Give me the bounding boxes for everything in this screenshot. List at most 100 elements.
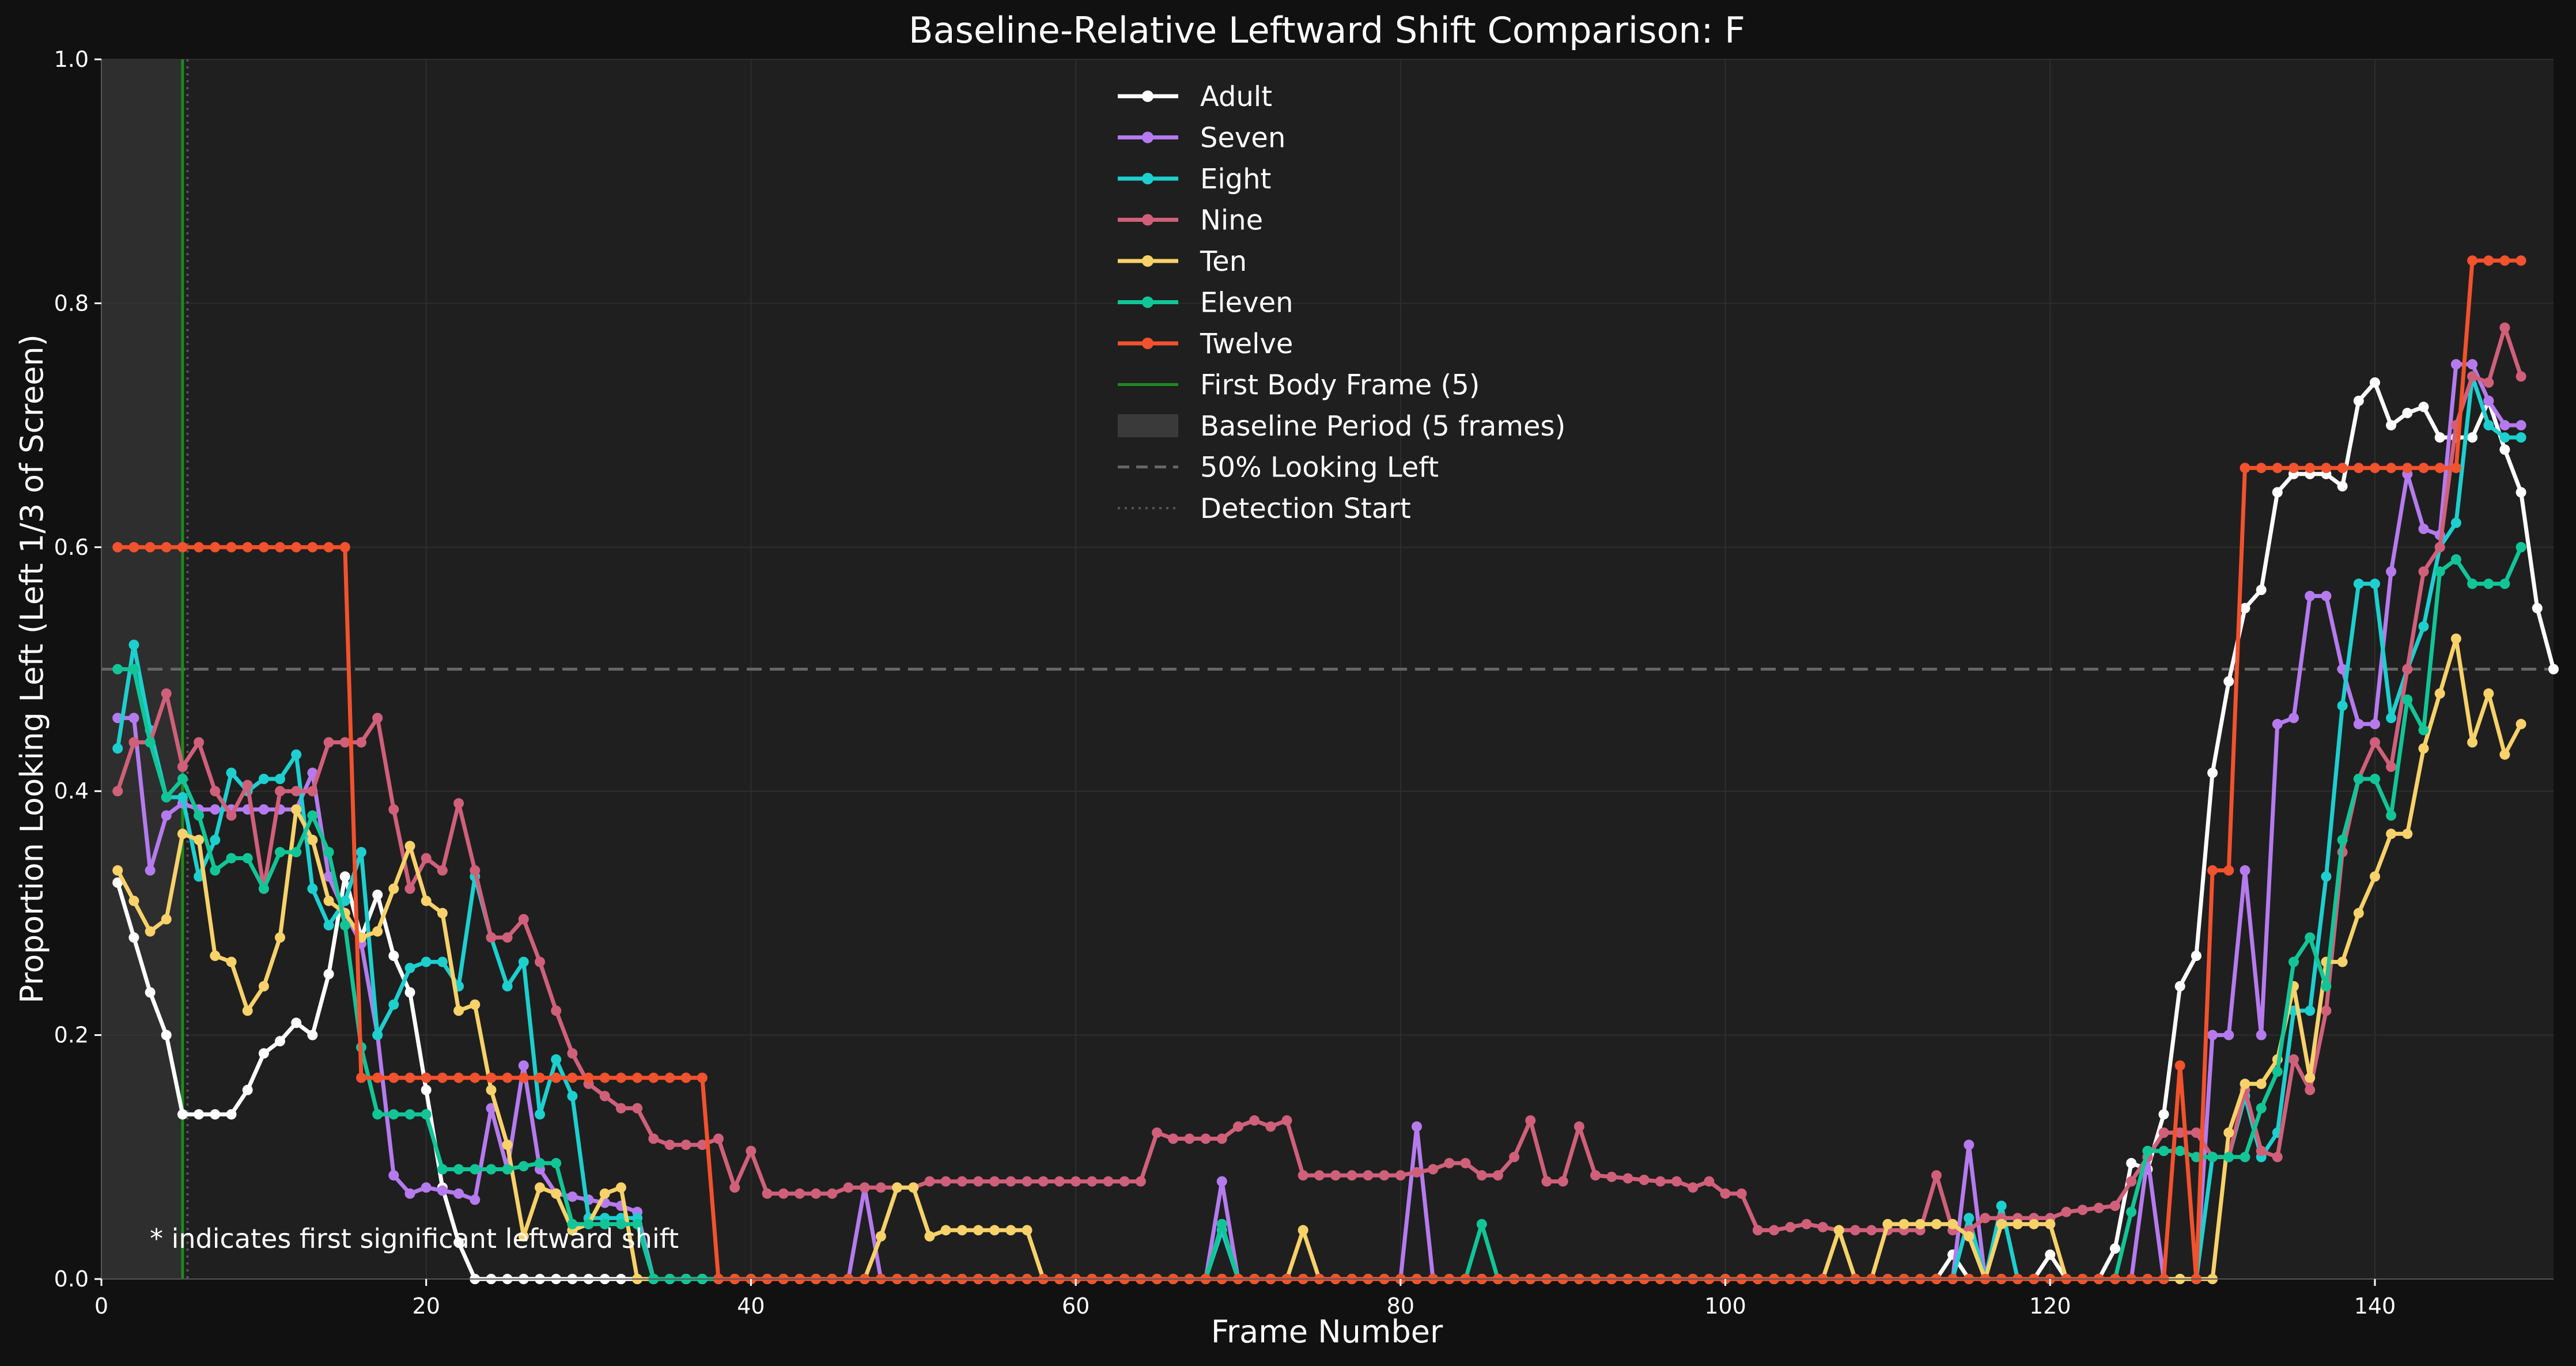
data-point-eleven-136 bbox=[2321, 981, 2332, 992]
x-tick-label-7: 140 bbox=[2354, 1293, 2396, 1319]
data-point-adult-7 bbox=[226, 1109, 237, 1120]
data-point-ten-113 bbox=[1947, 1219, 1958, 1229]
data-point-ten-5 bbox=[194, 834, 205, 845]
data-point-nine-15 bbox=[356, 737, 366, 748]
legend-marker bbox=[1142, 255, 1153, 267]
data-point-seven-17 bbox=[388, 1170, 399, 1181]
data-point-eleven-144 bbox=[2450, 554, 2461, 565]
legend-label: Seven bbox=[1200, 122, 1285, 154]
data-point-nine-1 bbox=[128, 737, 139, 748]
data-point-nine-90 bbox=[1573, 1121, 1584, 1132]
data-point-nine-13 bbox=[323, 737, 334, 748]
y-tick-label-4: 0.8 bbox=[54, 290, 89, 316]
data-point-eleven-11 bbox=[291, 847, 302, 858]
data-point-adult-128 bbox=[2191, 951, 2201, 961]
data-point-nine-105 bbox=[1817, 1222, 1828, 1232]
data-point-nine-52 bbox=[956, 1176, 967, 1187]
data-point-ten-52 bbox=[956, 1225, 967, 1236]
data-point-adult-130 bbox=[2223, 676, 2234, 687]
data-point-seven-2 bbox=[145, 865, 156, 876]
data-point-ten-139 bbox=[2370, 871, 2380, 882]
data-point-nine-81 bbox=[1428, 1164, 1439, 1175]
data-point-ten-55 bbox=[1005, 1225, 1016, 1236]
data-point-eleven-2 bbox=[145, 737, 156, 748]
data-point-eight-17 bbox=[388, 999, 399, 1010]
data-point-nine-79 bbox=[1395, 1170, 1406, 1181]
data-point-eleven-0 bbox=[112, 664, 123, 675]
data-point-nine-14 bbox=[339, 737, 350, 748]
data-point-nine-124 bbox=[2126, 1176, 2137, 1187]
data-point-nine-89 bbox=[1557, 1176, 1568, 1187]
data-point-nine-11 bbox=[291, 786, 302, 797]
legend-entry-eleven: Eleven bbox=[1118, 287, 1293, 319]
data-point-nine-74 bbox=[1314, 1170, 1325, 1181]
data-point-ten-148 bbox=[2516, 718, 2526, 729]
data-point-adult-129 bbox=[2207, 767, 2218, 778]
y-tick-label-2: 0.4 bbox=[54, 778, 89, 804]
data-point-nine-68 bbox=[1216, 1133, 1227, 1144]
legend-entry-twelve: Twelve bbox=[1118, 328, 1293, 360]
data-point-ten-1 bbox=[128, 895, 139, 906]
data-point-eight-15 bbox=[356, 847, 366, 858]
data-point-nine-147 bbox=[2499, 322, 2510, 333]
data-point-ten-2 bbox=[145, 926, 156, 937]
data-point-ten-26 bbox=[535, 1182, 545, 1193]
data-point-ten-6 bbox=[210, 951, 221, 961]
data-point-eight-18 bbox=[404, 963, 415, 974]
data-point-adult-127 bbox=[2174, 981, 2185, 992]
data-point-seven-20 bbox=[437, 1185, 448, 1196]
data-point-nine-97 bbox=[1688, 1182, 1699, 1193]
data-point-ten-56 bbox=[1022, 1225, 1032, 1236]
legend-label: Baseline Period (5 frames) bbox=[1200, 410, 1565, 442]
data-point-nine-67 bbox=[1200, 1133, 1211, 1144]
data-point-ten-132 bbox=[2256, 1079, 2267, 1089]
data-point-twelve-11 bbox=[291, 542, 302, 553]
data-point-eight-137 bbox=[2337, 701, 2348, 711]
data-point-nine-146 bbox=[2483, 377, 2494, 388]
x-tick-label-5: 100 bbox=[1704, 1293, 1746, 1319]
data-point-twelve-19 bbox=[421, 1072, 432, 1083]
data-point-nine-102 bbox=[1769, 1225, 1780, 1236]
data-point-adult-140 bbox=[2386, 420, 2397, 431]
data-point-eight-146 bbox=[2483, 420, 2494, 431]
legend-entry-eight: Eight bbox=[1118, 163, 1271, 195]
data-point-twelve-22 bbox=[470, 1072, 481, 1083]
data-point-nine-64 bbox=[1152, 1127, 1163, 1138]
data-point-eleven-30 bbox=[599, 1219, 610, 1229]
data-point-nine-54 bbox=[989, 1176, 1000, 1187]
y-tick-label-5: 1.0 bbox=[54, 47, 89, 72]
data-point-nine-50 bbox=[924, 1176, 935, 1187]
data-point-nine-94 bbox=[1639, 1175, 1650, 1185]
data-point-twelve-148 bbox=[2516, 255, 2526, 266]
data-point-ten-49 bbox=[908, 1182, 919, 1193]
data-point-eight-12 bbox=[307, 883, 318, 894]
data-point-nine-43 bbox=[811, 1188, 822, 1199]
legend-marker bbox=[1142, 90, 1153, 102]
y-tick-label-3: 0.6 bbox=[54, 535, 89, 560]
legend-entry-first-body-frame-5: First Body Frame (5) bbox=[1118, 369, 1480, 402]
data-point-seven-135 bbox=[2305, 591, 2316, 601]
data-point-twelve-144 bbox=[2450, 463, 2461, 474]
data-point-eight-135 bbox=[2305, 1005, 2316, 1016]
data-point-twelve-141 bbox=[2402, 463, 2413, 474]
data-point-eleven-25 bbox=[518, 1161, 529, 1172]
data-point-nine-41 bbox=[778, 1188, 789, 1199]
data-point-adult-10 bbox=[275, 1036, 285, 1047]
data-point-ten-147 bbox=[2499, 749, 2510, 760]
data-point-adult-16 bbox=[372, 890, 383, 900]
data-point-nine-96 bbox=[1671, 1176, 1682, 1187]
data-point-nine-95 bbox=[1655, 1176, 1666, 1187]
data-point-eight-114 bbox=[1964, 1213, 1974, 1224]
data-point-nine-69 bbox=[1233, 1121, 1243, 1132]
data-point-adult-9 bbox=[258, 1048, 269, 1059]
data-point-twelve-142 bbox=[2418, 463, 2429, 474]
data-point-nine-99 bbox=[1720, 1188, 1731, 1199]
data-point-seven-148 bbox=[2516, 420, 2526, 431]
data-point-twelve-2 bbox=[145, 542, 156, 553]
data-point-seven-1 bbox=[128, 713, 139, 724]
data-point-nine-22 bbox=[470, 865, 481, 876]
data-point-adult-119 bbox=[2045, 1249, 2056, 1260]
data-point-seven-21 bbox=[453, 1188, 464, 1199]
data-point-eleven-134 bbox=[2288, 956, 2299, 967]
data-point-ten-53 bbox=[973, 1225, 984, 1236]
